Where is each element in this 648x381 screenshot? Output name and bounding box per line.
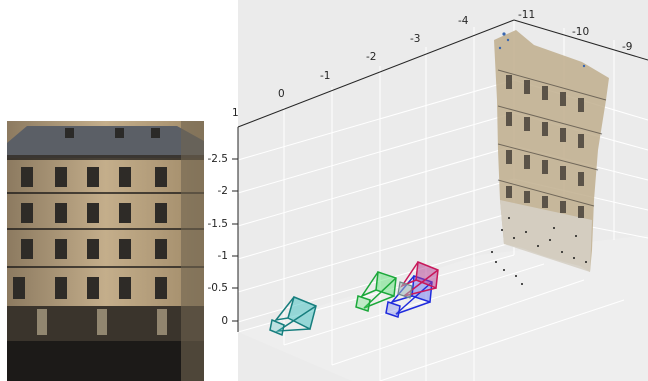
z-tick-label: -0.5 <box>208 282 229 294</box>
y-tick-label: -10 <box>572 26 589 38</box>
axis-box <box>237 19 648 332</box>
y-tick-label: -9 <box>622 41 632 53</box>
x-tick-label: -1 <box>320 70 330 82</box>
z-tick-label: 0 <box>221 315 228 327</box>
point-cloud <box>491 30 609 285</box>
x-tick-label: -2 <box>366 51 376 63</box>
plot-floor <box>238 235 648 381</box>
x-tick-label: 1 <box>232 107 239 119</box>
z-tick-label: -2 <box>218 185 228 197</box>
z-axis-ticks: -2.5 -2 -1.5 -1 -0.5 0 <box>208 153 229 327</box>
z-tick-label: -2.5 <box>208 153 229 165</box>
z-tick-label: -1.5 <box>208 218 229 230</box>
x-tick-label: -3 <box>410 33 420 45</box>
camera-grey <box>397 281 413 299</box>
building-photo <box>7 121 204 381</box>
x-tick-label: -4 <box>458 15 469 27</box>
y-tick-label: -11 <box>518 9 535 21</box>
z-tick-label: -1 <box>218 250 228 262</box>
x-axis-ticks: 1 0 -1 -2 -3 -4 <box>232 15 469 119</box>
camera-teal <box>269 295 317 337</box>
x-tick-label: 0 <box>278 88 285 100</box>
camera-green <box>355 270 397 312</box>
y-axis-ticks: -11 -10 -9 <box>518 9 632 53</box>
chart-plot: 1 0 -1 -2 -3 -4 -11 -10 -9 -2.5 -2 -1.5 … <box>208 0 648 381</box>
